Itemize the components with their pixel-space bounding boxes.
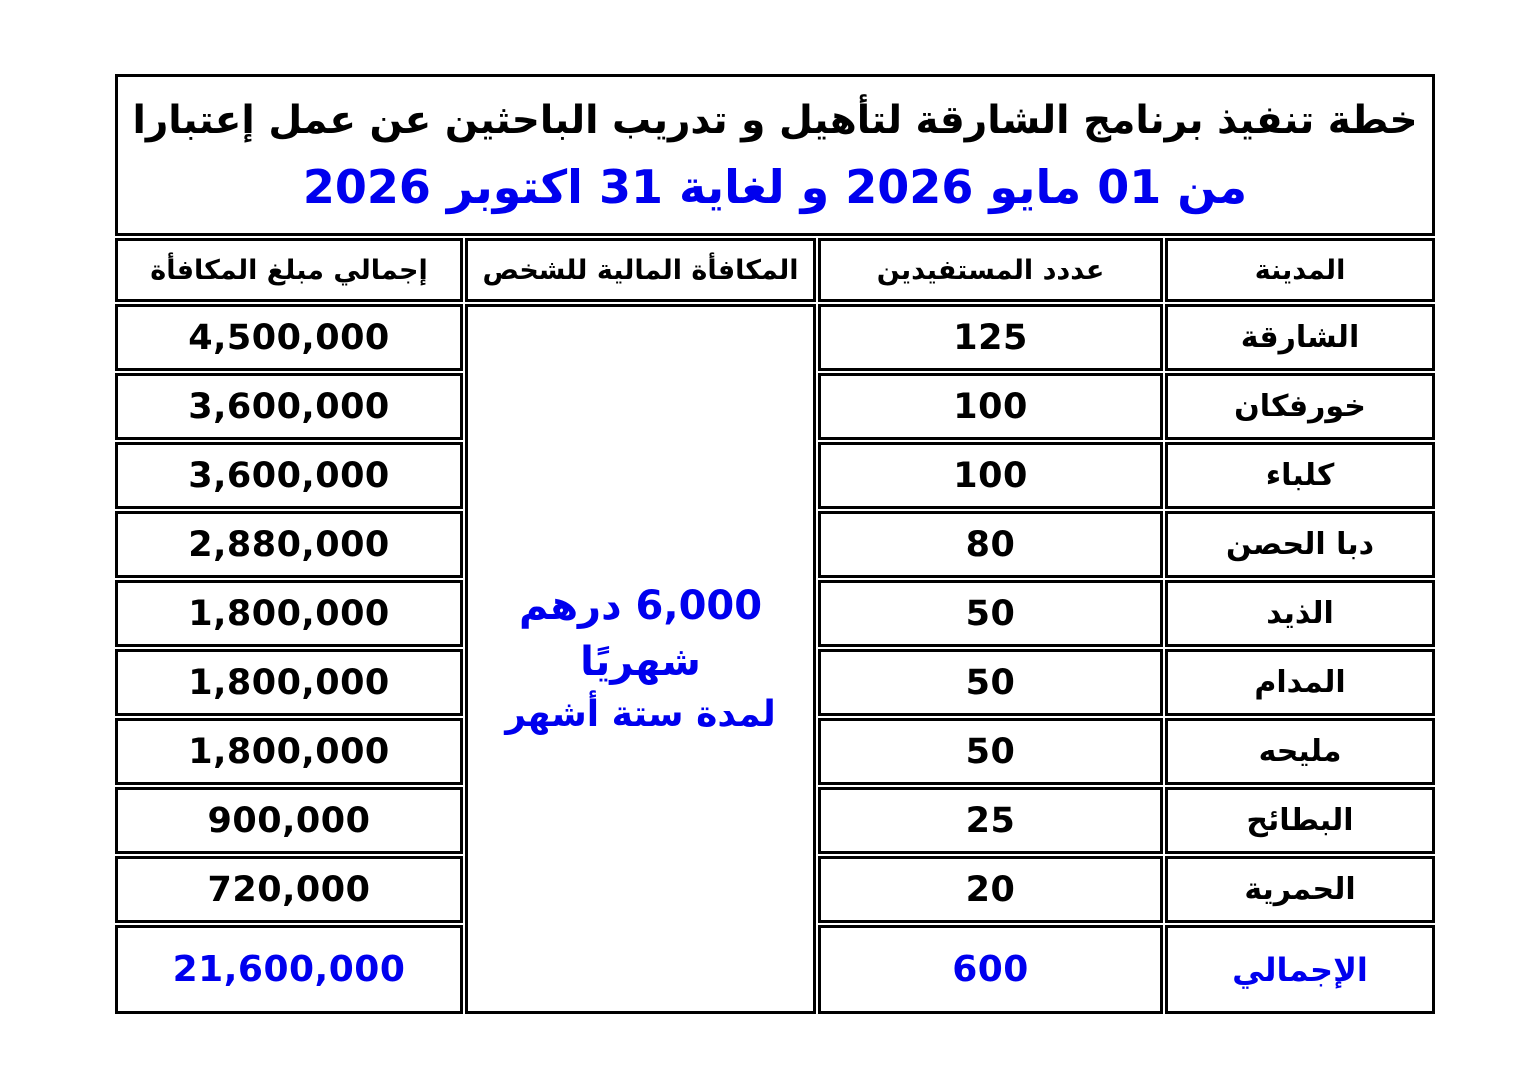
total-amount-cell: 3,600,000 <box>115 373 464 440</box>
page-title: خطة تنفيذ برنامج الشارقة لتأهيل و تدريب … <box>132 97 1418 143</box>
city-cell: دبا الحصن <box>1165 511 1436 578</box>
total-amount-cell: 900,000 <box>115 787 464 854</box>
table-row: البطائح 25 900,000 <box>115 787 1436 854</box>
training-plan-table: خطة تنفيذ برنامج الشارقة لتأهيل و تدريب … <box>113 72 1437 1016</box>
total-amount-cell: 1,800,000 <box>115 718 464 785</box>
city-cell: البطائح <box>1165 787 1436 854</box>
table-row: خورفكان 100 3,600,000 <box>115 373 1436 440</box>
header-beneficiaries: عددد المستفيدين <box>818 238 1164 302</box>
total-amount-cell: 720,000 <box>115 856 464 923</box>
reward-merged-cell: 6,000 درهم شهريًا لمدة ستة أشهر <box>465 304 817 1014</box>
city-cell: المدام <box>1165 649 1436 716</box>
table-title-cell: خطة تنفيذ برنامج الشارقة لتأهيل و تدريب … <box>115 74 1436 236</box>
beneficiaries-cell: 80 <box>818 511 1164 578</box>
beneficiaries-cell: 100 <box>818 442 1164 509</box>
beneficiaries-cell: 25 <box>818 787 1164 854</box>
total-amount-cell: 4,500,000 <box>115 304 464 371</box>
total-row: الإجمالي 600 21,600,000 <box>115 925 1436 1014</box>
city-cell: كلباء <box>1165 442 1436 509</box>
total-amount-cell: 3,600,000 <box>115 442 464 509</box>
beneficiaries-cell: 50 <box>818 718 1164 785</box>
header-total-amount: إجمالي مبلغ المكافأة <box>115 238 464 302</box>
total-amount-cell: 2,880,000 <box>115 511 464 578</box>
table-row: الشارقة 125 6,000 درهم شهريًا لمدة ستة أ… <box>115 304 1436 1014</box>
table-row: الحمرية 20 720,000 <box>115 856 1436 923</box>
beneficiaries-cell: 50 <box>818 580 1164 647</box>
table-row: المدام 50 1,800,000 <box>115 649 1436 716</box>
beneficiaries-cell: 20 <box>818 856 1164 923</box>
city-cell: الذيد <box>1165 580 1436 647</box>
table-row: دبا الحصن 80 2,880,000 <box>115 511 1436 578</box>
city-cell: خورفكان <box>1165 373 1436 440</box>
reward-note-line1: 6,000 درهم شهريًا <box>518 582 763 685</box>
header-reward: المكافأة المالية للشخص <box>465 238 817 302</box>
beneficiaries-cell: 100 <box>818 373 1164 440</box>
table-row: مليحه 50 1,800,000 <box>115 718 1436 785</box>
total-amount-cell: 1,800,000 <box>115 580 464 647</box>
table-row: كلباء 100 3,600,000 <box>115 442 1436 509</box>
total-row-label: الإجمالي <box>1165 925 1436 1014</box>
header-city: المدينة <box>1165 238 1436 302</box>
title-row: خطة تنفيذ برنامج الشارقة لتأهيل و تدريب … <box>115 74 1436 236</box>
total-beneficiaries-cell: 600 <box>818 925 1164 1014</box>
header-row: المدينة عددد المستفيدين المكافأة المالية… <box>115 238 1436 302</box>
beneficiaries-cell: 125 <box>818 304 1164 371</box>
city-cell: مليحه <box>1165 718 1436 785</box>
page-subtitle-dates: من 01 مايو 2026 و لغاية 31 اكتوبر 2026 <box>302 159 1248 214</box>
total-amount-cell: 1,800,000 <box>115 649 464 716</box>
beneficiaries-cell: 50 <box>818 649 1164 716</box>
reward-note-line2: لمدة ستة أشهر <box>505 693 776 735</box>
table-row: الذيد 50 1,800,000 <box>115 580 1436 647</box>
city-cell: الشارقة <box>1165 304 1436 371</box>
grand-total-amount-cell: 21,600,000 <box>115 925 464 1014</box>
city-cell: الحمرية <box>1165 856 1436 923</box>
